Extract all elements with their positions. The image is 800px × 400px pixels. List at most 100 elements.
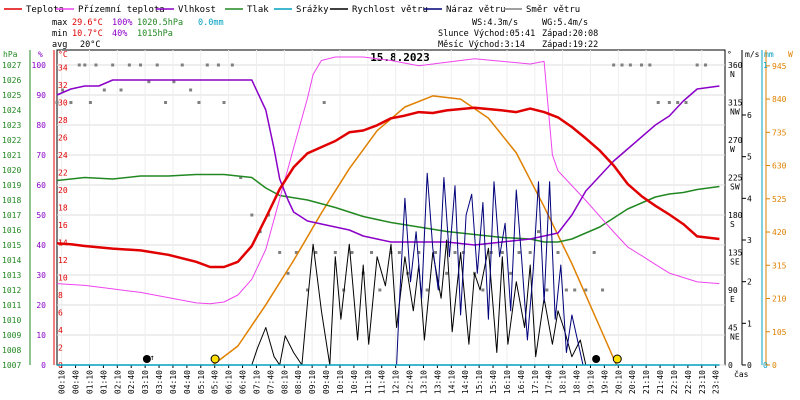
humidity-tick: 90: [36, 91, 46, 100]
stats-max-press: 1020.5hPa: [137, 18, 183, 28]
direction-tick: 360: [728, 61, 743, 70]
solar-tick: 630: [772, 162, 787, 171]
wind-direction-point: [461, 251, 465, 254]
wind-tick: 2: [747, 278, 752, 287]
wind-direction-point: [69, 101, 73, 104]
stats-avg-temp: 20°C: [80, 40, 100, 50]
wind-direction-point: [250, 213, 254, 217]
humidity-axis-unit: %: [38, 50, 43, 59]
wind-direction-point: [88, 101, 92, 104]
wind-direction-point: [322, 101, 326, 104]
wind-direction-point: [397, 251, 401, 254]
stats-max-rain: 0.0mm: [198, 18, 224, 28]
wind-direction-point: [94, 63, 98, 67]
direction-compass-label: SE: [730, 258, 740, 267]
x-tick-label: 19:10: [586, 370, 595, 394]
legend-label: Tlak: [247, 5, 269, 15]
pressure-tick: 1024: [2, 106, 21, 115]
stats-min-hum: 40%: [112, 29, 127, 39]
wind-direction-point: [111, 63, 115, 67]
pressure-tick: 1015: [2, 241, 21, 250]
x-tick-label: 19:40: [600, 370, 609, 394]
wind-direction-point: [172, 80, 176, 84]
wind-direction-point: [601, 288, 605, 292]
humidity-tick: 30: [36, 271, 46, 280]
wind-direction-point: [640, 63, 643, 67]
x-tick-label: 12:10: [392, 370, 401, 394]
humidity-tick: 0: [41, 361, 46, 370]
x-tick-label: 10:40: [350, 370, 359, 394]
wind-tick: 4: [747, 194, 752, 203]
x-tick-label: 09:40: [322, 370, 331, 394]
x-tick-label: 15:40: [489, 370, 498, 394]
wind-direction-point: [205, 63, 209, 67]
wind-direction-point: [667, 101, 671, 104]
direction-tick: 180: [728, 211, 743, 220]
direction-tick: 90: [728, 286, 738, 295]
x-tick-label: 04:10: [169, 370, 178, 394]
x-tick-label: 09:10: [308, 370, 317, 394]
wind-tick: 5: [747, 153, 752, 162]
direction-tick: 45: [728, 324, 738, 333]
pressure-tick: 1025: [2, 91, 21, 100]
wind-direction-point: [695, 63, 699, 67]
temperature-tick: 18: [58, 204, 68, 213]
x-tick-label: 05:40: [211, 370, 220, 394]
pressure-tick: 1008: [2, 346, 21, 355]
sun-marker: [612, 354, 622, 364]
x-tick-label: 18:10: [559, 370, 568, 394]
pressure-tick: 1018: [2, 196, 21, 205]
x-tick-label: 16:10: [503, 370, 512, 394]
temperature-tick: 16: [58, 221, 68, 230]
series-line-vlhkost: [56, 79, 720, 246]
wind-direction-point: [517, 251, 521, 254]
rain-axis-unit: mm: [764, 50, 774, 59]
solar-tick: 840: [772, 95, 787, 104]
series-line-teplota: [56, 106, 720, 269]
wind-tick: 6: [747, 111, 752, 120]
x-tick-label: 21:40: [656, 370, 665, 394]
x-tick-label: 21:10: [642, 370, 651, 394]
wind-direction-point: [350, 251, 354, 254]
x-tick-label: 10:10: [336, 370, 345, 394]
direction-compass-label: E: [730, 295, 735, 304]
wind-direction-point: [545, 288, 549, 292]
x-tick-label: 18:40: [573, 370, 582, 394]
wind-direction-point: [61, 88, 65, 92]
wind-direction-point: [216, 63, 220, 67]
temperature-tick: 26: [58, 134, 68, 143]
wind-direction-point: [361, 271, 365, 275]
temperature-tick: 8: [58, 291, 63, 300]
rain-tick: 1: [763, 61, 768, 70]
pressure-tick: 1012: [2, 286, 21, 295]
sunrise-text: Slunce Východ:05:41: [438, 29, 535, 39]
humidity-tick: 50: [36, 211, 46, 220]
temperature-tick: 6: [58, 309, 63, 318]
wind-direction-point: [676, 101, 680, 104]
chart-title: 15.8.2023: [370, 51, 430, 64]
wind-axis-unit: m/s: [745, 50, 760, 59]
direction-tick: 0: [728, 361, 733, 370]
stats-min-press: 1015hPa: [137, 29, 173, 39]
moonrise-marker: [142, 355, 151, 363]
pressure-tick: 1014: [2, 256, 21, 265]
direction-compass-label: S: [730, 220, 735, 229]
legend-label: Náraz větru: [446, 5, 506, 15]
temperature-tick: 30: [58, 99, 68, 108]
moonrise-text: Měsíc Východ:3:14: [438, 40, 525, 50]
pressure-tick: 1009: [2, 331, 21, 340]
pressure-tick: 1023: [2, 121, 21, 130]
wind-direction-point: [573, 288, 577, 292]
x-tick-label: 11:10: [364, 370, 373, 394]
wind-direction-point: [592, 251, 596, 254]
wind-direction-point: [139, 63, 142, 67]
stats-max-temp: 29.6°C: [72, 18, 103, 28]
humidity-tick: 80: [36, 121, 46, 130]
wind-direction-point: [620, 63, 624, 67]
wind-speed-summary: WS:4.3m/s: [472, 18, 518, 28]
x-tick-label: 02:40: [127, 370, 136, 394]
temperature-tick: 34: [58, 64, 68, 73]
legend-label: Vlhkost: [178, 5, 216, 15]
wind-direction-point: [127, 63, 131, 67]
wind-direction-point: [537, 230, 541, 234]
